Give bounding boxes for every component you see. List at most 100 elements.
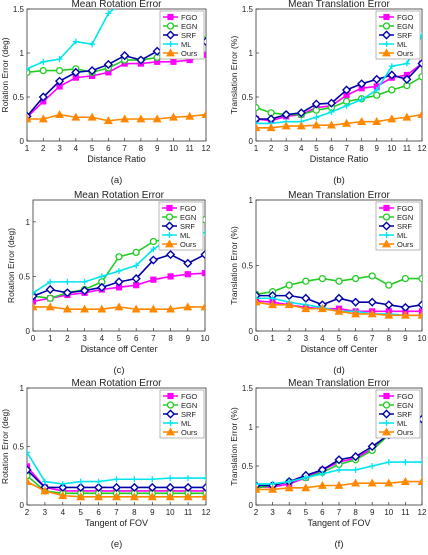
chart-title: Mean Translation Error <box>288 378 390 389</box>
x-tick-label: 9 <box>150 508 155 517</box>
data-point-egn <box>149 237 158 246</box>
data-point-ml <box>343 102 350 109</box>
y-axis-label: Rotation Error (deg) <box>0 37 10 112</box>
data-point-ml <box>256 480 259 487</box>
data-point-ours <box>94 492 104 501</box>
data-point-fgo <box>184 271 191 278</box>
data-point-ours <box>281 121 291 130</box>
data-point-egn <box>401 274 410 283</box>
legend-label-srf: SRF <box>180 222 195 231</box>
data-point-srf <box>183 482 193 493</box>
data-point-egn <box>388 86 396 94</box>
data-point-ours <box>284 483 294 492</box>
data-point-ours <box>55 109 64 118</box>
data-point-srf <box>417 58 422 69</box>
data-point-ours <box>387 114 397 123</box>
x-tick-label: 8 <box>139 144 144 153</box>
legend-label-fgo: FGO <box>180 204 196 213</box>
x-tick-label: 12 <box>202 508 211 517</box>
legend-label-ours: Ours <box>397 49 414 58</box>
legend-marker-ours <box>382 427 391 436</box>
y-tick-label: 1.5 <box>242 384 254 393</box>
x-tick-label: 11 <box>401 508 410 517</box>
data-point-ours <box>71 112 81 121</box>
data-point-ml <box>203 475 206 482</box>
x-tick-label: 3 <box>82 334 87 343</box>
data-point-ml <box>373 86 380 93</box>
series-group <box>27 449 206 501</box>
x-tick-label: 1 <box>254 144 259 153</box>
legend-label-ml: ML <box>397 40 407 49</box>
panel-label: (b) <box>333 175 345 186</box>
data-point-srf <box>148 255 158 265</box>
legend-marker-fgo <box>383 204 390 212</box>
data-point-ml <box>358 96 365 103</box>
data-point-egn <box>256 103 260 112</box>
y-axis-label: Rotation Error (deg) <box>0 409 10 484</box>
data-point-ml <box>41 478 48 485</box>
data-point-egn <box>285 281 293 289</box>
x-axis-label: Distance Ratio <box>310 154 369 164</box>
panel-label: (a) <box>111 175 123 186</box>
y-tick-label: 0 <box>26 327 31 336</box>
x-tick-label: 5 <box>314 144 319 153</box>
data-point-fgo <box>201 270 205 277</box>
legend-marker-ours <box>382 239 391 248</box>
data-point-ml <box>388 63 395 70</box>
y-axis-label: Translation Error (%) <box>229 36 239 115</box>
legend-label-fgo: FGO <box>397 13 413 22</box>
legend-marker-srf <box>165 30 176 40</box>
y-tick-label: 0 <box>249 327 254 336</box>
data-point-ours <box>147 492 157 501</box>
legend-marker-fgo <box>383 13 390 21</box>
data-point-srf <box>76 482 86 493</box>
data-point-egn <box>27 472 31 480</box>
x-tick-label: 4 <box>299 144 304 153</box>
data-point-srf <box>165 482 175 493</box>
data-point-egn <box>368 272 376 280</box>
legend-marker-ml <box>383 232 390 238</box>
x-tick-label: 4 <box>74 144 79 153</box>
legend-marker-egn <box>382 22 391 30</box>
x-tick-label: 10 <box>169 144 178 153</box>
legend-label-ml: ML <box>181 419 191 428</box>
chart-panel-4: Mean Translation Error 0 1 2 3 4 5 6 7 8 9 10 0 0.5 1 D… <box>229 190 427 376</box>
series-group <box>256 272 422 319</box>
legend-label-fgo: FGO <box>397 392 413 401</box>
data-point-ours <box>136 114 146 123</box>
x-tick-label: 4 <box>100 334 105 343</box>
legend-label-srf: SRF <box>397 222 412 231</box>
y-tick-label: 1 <box>249 423 254 432</box>
x-axis-label: Tangent of FOV <box>307 518 370 528</box>
data-point-ml <box>336 466 342 473</box>
y-tick-label: 1.5 <box>13 5 25 14</box>
x-tick-label: 5 <box>90 144 95 153</box>
x-tick-label: 10 <box>384 508 393 517</box>
data-point-ours <box>201 492 206 501</box>
data-point-egn <box>373 91 381 99</box>
data-point-ours <box>152 114 162 123</box>
data-point-ours <box>317 480 327 489</box>
data-point-srf <box>387 70 397 80</box>
data-point-ours <box>114 302 124 311</box>
legend-marker-ml <box>383 41 390 47</box>
x-tick-label: 6 <box>329 144 334 153</box>
x-tick-label: 8 <box>132 508 137 517</box>
data-point-ours <box>256 123 261 132</box>
data-point-ours <box>183 492 193 501</box>
data-point-ours <box>351 478 361 487</box>
chart-title: Mean Rotation Error <box>71 378 162 389</box>
data-point-ours <box>256 297 261 306</box>
data-point-ours <box>120 114 130 123</box>
data-point-ml <box>319 470 326 477</box>
panel-label: (e) <box>111 539 123 550</box>
data-point-egn <box>46 294 54 302</box>
x-axis-label: Distance off Center <box>301 344 378 354</box>
data-point-ours <box>38 114 48 123</box>
data-point-ours <box>301 483 311 492</box>
data-point-srf <box>111 482 122 493</box>
x-tick-label: 2 <box>269 144 274 153</box>
x-tick-label: 0 <box>254 334 259 343</box>
